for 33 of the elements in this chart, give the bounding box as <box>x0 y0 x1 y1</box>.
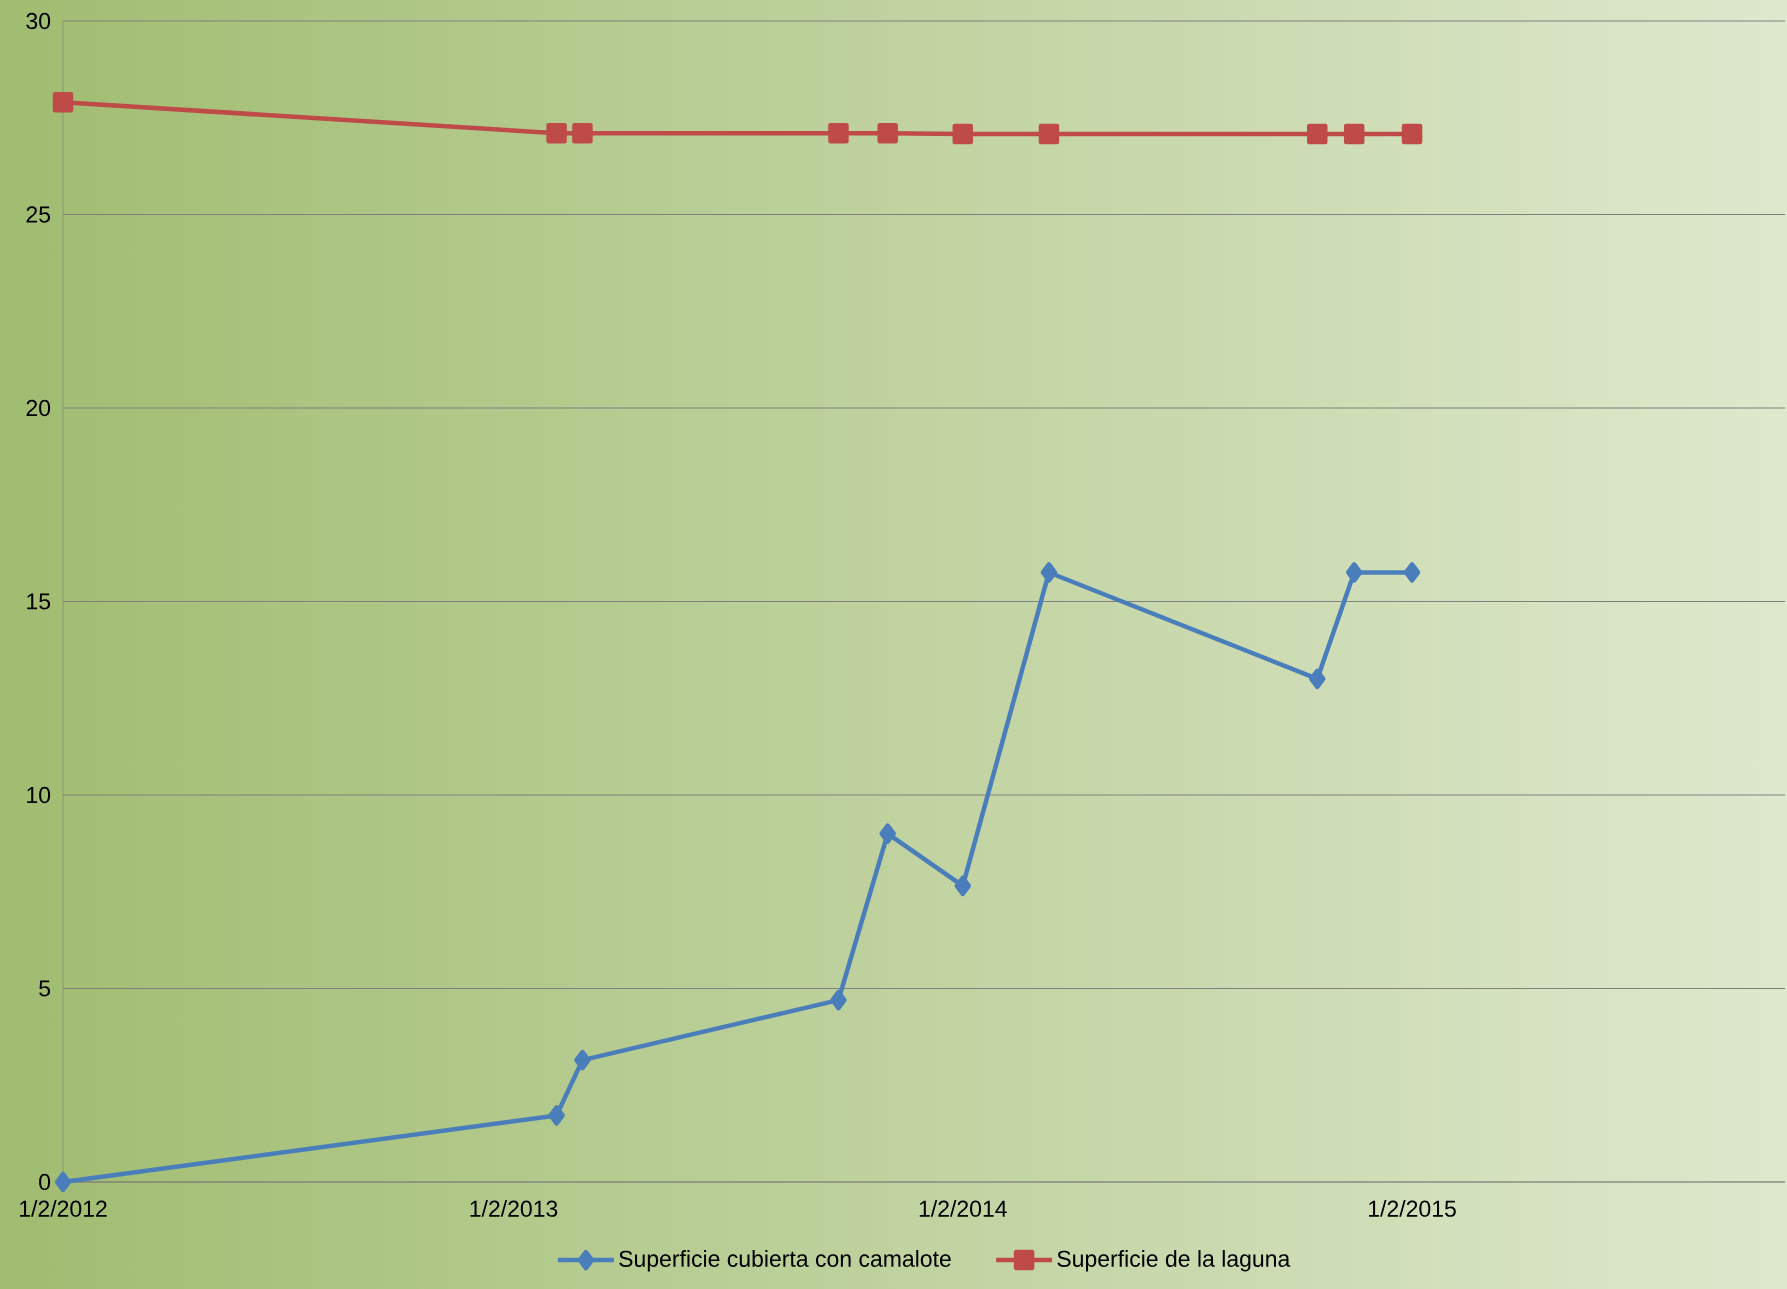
point <box>54 1171 72 1193</box>
point <box>572 122 593 144</box>
x-tick-label: 1/2/2013 <box>470 1199 558 1217</box>
point <box>1309 668 1326 690</box>
point <box>879 823 896 844</box>
x-tick-label: 1/2/2012 <box>20 1199 107 1217</box>
point <box>1038 123 1060 145</box>
point <box>954 875 972 897</box>
legend-label: Superficie cubierta con camalote <box>619 1250 951 1272</box>
y-tick-label: 5 <box>39 980 51 997</box>
legend-label: Superficie de la laguna <box>1057 1250 1291 1272</box>
y-tick-label: 30 <box>26 12 51 30</box>
point <box>1345 562 1363 583</box>
point <box>574 1049 591 1071</box>
y-tick-label: 20 <box>26 399 51 417</box>
y-tick-label: 15 <box>27 593 51 610</box>
point <box>52 92 74 113</box>
point <box>830 989 847 1011</box>
x-tick-label: 1/2/2014 <box>919 1199 1007 1217</box>
point <box>1343 123 1365 145</box>
point <box>1040 562 1058 583</box>
point <box>1401 123 1423 145</box>
point <box>1403 562 1421 583</box>
point <box>952 123 974 145</box>
point <box>828 122 849 144</box>
y-tick-label: 10 <box>27 786 51 804</box>
point <box>877 122 898 144</box>
point <box>1307 123 1328 145</box>
y-tick-label: 0 <box>39 1173 51 1191</box>
y-tick-label: 25 <box>26 206 51 223</box>
x-tick-label: 1/2/2015 <box>1369 1199 1456 1217</box>
point <box>546 122 567 144</box>
point <box>548 1105 565 1126</box>
